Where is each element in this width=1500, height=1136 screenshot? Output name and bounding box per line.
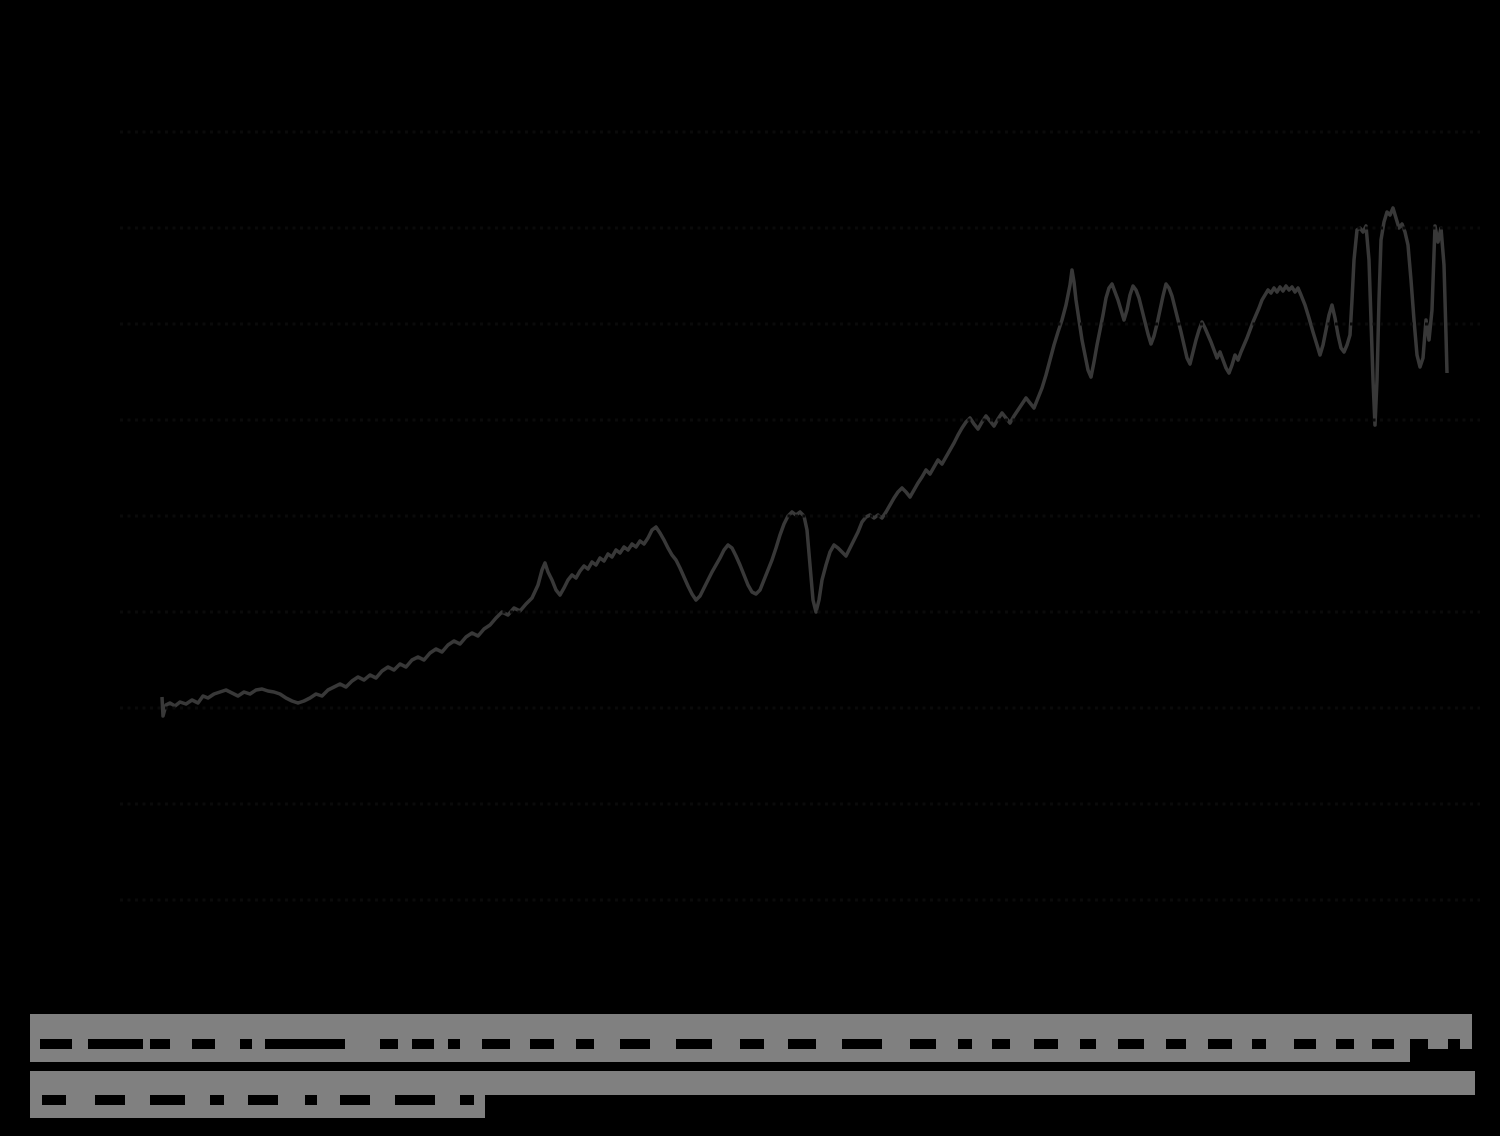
redacted-text-block [170,1039,192,1049]
redacted-text-block [474,1095,485,1105]
redacted-text-block [185,1095,210,1105]
redacted-text-block [1058,1039,1080,1049]
redacted-text-block [252,1039,265,1049]
redacted-text-block [434,1039,448,1049]
redacted-text-block [1010,1039,1034,1049]
redacted-text-block [1232,1039,1252,1049]
redacted-text-block [1394,1039,1410,1049]
redacted-text-block [510,1039,530,1049]
redacted-text-block [936,1039,958,1049]
dotted-gridlines [120,130,1480,902]
redacted-text-block [370,1095,395,1105]
redacted-text-block [317,1095,340,1105]
redacted-text-block [1096,1039,1118,1049]
redacted-text-block [30,1049,1410,1062]
redacted-text-block [125,1095,150,1105]
redacted-text-block [30,1014,1472,1039]
redacted-text-block [1186,1039,1208,1049]
redacted-text-block [650,1039,676,1049]
redacted-text-block [1428,1039,1448,1049]
redacted-text-block [435,1095,460,1105]
redacted-text-block [30,1105,485,1118]
redacted-text-block [816,1039,842,1049]
redacted-text-block [594,1039,620,1049]
redacted-text-block [215,1039,240,1049]
redacted-text-block [882,1039,910,1049]
redacted-text-block [764,1039,788,1049]
redacted-text-block [1354,1039,1372,1049]
redacted-text-block [1144,1039,1166,1049]
redacted-text-block [1460,1039,1472,1049]
redacted-text-block [278,1095,305,1105]
redacted-text-block [143,1039,150,1049]
redacted-text-block [66,1095,95,1105]
redacted-text-block [224,1095,248,1105]
redacted-text-block [972,1039,992,1049]
redacted-text-block [345,1039,380,1049]
redacted-text-block [30,1071,1475,1095]
redacted-text-block [1266,1039,1294,1049]
redacted-text-block [460,1039,482,1049]
redacted-text-block [30,1095,42,1105]
price-line-group [160,206,1449,718]
redacted-text-block [712,1039,740,1049]
redacted-text-block [398,1039,412,1049]
redacted-text-block [72,1039,88,1049]
redacted-text-block [554,1039,576,1049]
redacted-text-block [30,1039,40,1049]
redacted-text-block [1316,1039,1336,1049]
price-line [160,206,1449,718]
